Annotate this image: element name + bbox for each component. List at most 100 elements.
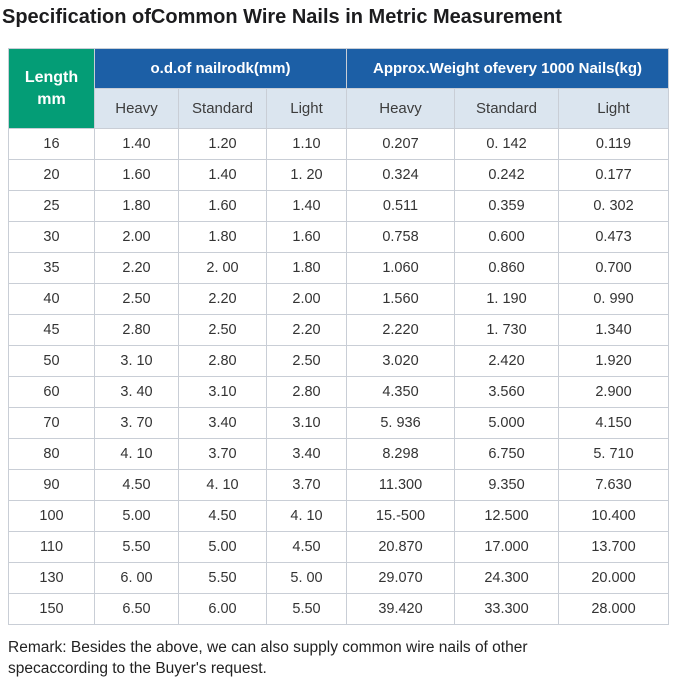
- length-cell: 130: [8, 562, 95, 594]
- value-cell: 1.40: [94, 128, 179, 160]
- value-cell: 2.20: [94, 252, 179, 284]
- value-cell: 2. 00: [178, 252, 267, 284]
- length-cell: 60: [8, 376, 95, 408]
- value-cell: 1.560: [346, 283, 455, 315]
- value-cell: 13.700: [557, 531, 670, 563]
- value-cell: 1.80: [266, 252, 347, 284]
- value-cell: 3. 10: [94, 345, 179, 377]
- value-cell: 3.10: [178, 376, 267, 408]
- value-cell: 2.50: [178, 314, 267, 346]
- value-cell: 2.80: [94, 314, 179, 346]
- value-cell: 0.359: [454, 190, 559, 222]
- value-cell: 0. 142: [454, 128, 559, 160]
- value-cell: 0. 990: [557, 283, 670, 315]
- value-cell: 0.600: [454, 221, 559, 253]
- length-cell: 70: [8, 407, 95, 439]
- value-cell: 3. 70: [94, 407, 179, 439]
- value-cell: 4. 10: [94, 438, 179, 470]
- value-cell: 1. 730: [454, 314, 559, 346]
- value-cell: 6.50: [94, 593, 179, 625]
- value-cell: 5.00: [178, 531, 267, 563]
- value-cell: 33.300: [454, 593, 559, 625]
- subheader-weight-light: Light: [557, 88, 670, 129]
- value-cell: 1.80: [94, 190, 179, 222]
- value-cell: 1.60: [178, 190, 267, 222]
- value-cell: 2.900: [557, 376, 670, 408]
- table-row: 70 3. 70 3.40 3.10 5. 936 5.000 4.150: [8, 407, 670, 439]
- value-cell: 5.50: [94, 531, 179, 563]
- value-cell: 0. 302: [557, 190, 670, 222]
- value-cell: 0.119: [557, 128, 670, 160]
- value-cell: 24.300: [454, 562, 559, 594]
- subheader-row: Heavy Standard Light Heavy Standard Ligh…: [9, 88, 670, 129]
- table-row: 110 5.50 5.00 4.50 20.870 17.000 13.700: [8, 531, 670, 563]
- value-cell: 5.000: [454, 407, 559, 439]
- value-cell: 4.50: [178, 500, 267, 532]
- value-cell: 1.60: [94, 159, 179, 191]
- value-cell: 6. 00: [94, 562, 179, 594]
- value-cell: 1.60: [266, 221, 347, 253]
- value-cell: 11.300: [346, 469, 455, 501]
- length-cell: 20: [8, 159, 95, 191]
- value-cell: 8.298: [346, 438, 455, 470]
- value-cell: 0.207: [346, 128, 455, 160]
- value-cell: 1.340: [557, 314, 670, 346]
- table-row: 20 1.60 1.40 1. 20 0.324 0.242 0.177: [8, 159, 670, 191]
- value-cell: 9.350: [454, 469, 559, 501]
- value-cell: 4.50: [266, 531, 347, 563]
- page-title: Specification ofCommon Wire Nails in Met…: [2, 6, 562, 28]
- value-cell: 20.000: [557, 562, 670, 594]
- table-row: 80 4. 10 3.70 3.40 8.298 6.750 5. 710: [8, 438, 670, 470]
- value-cell: 0.177: [557, 159, 670, 191]
- value-cell: 2.420: [454, 345, 559, 377]
- value-cell: 3.70: [266, 469, 347, 501]
- value-cell: 29.070: [346, 562, 455, 594]
- value-cell: 0.511: [346, 190, 455, 222]
- value-cell: 7.630: [557, 469, 670, 501]
- value-cell: 0.700: [557, 252, 670, 284]
- value-cell: 3. 40: [94, 376, 179, 408]
- value-cell: 4.50: [94, 469, 179, 501]
- value-cell: 0.324: [346, 159, 455, 191]
- value-cell: 3.560: [454, 376, 559, 408]
- table-row: 16 1.40 1.20 1.10 0.207 0. 142 0.119: [8, 128, 670, 160]
- length-cell: 110: [8, 531, 95, 563]
- value-cell: 3.40: [178, 407, 267, 439]
- value-cell: 2.50: [94, 283, 179, 315]
- value-cell: 39.420: [346, 593, 455, 625]
- length-cell: 25: [8, 190, 95, 222]
- length-cell: 50: [8, 345, 95, 377]
- length-cell: 80: [8, 438, 95, 470]
- table-row: 150 6.50 6.00 5.50 39.420 33.300 28.000: [8, 593, 670, 625]
- value-cell: 17.000: [454, 531, 559, 563]
- value-cell: 1.80: [178, 221, 267, 253]
- table-body: 16 1.40 1.20 1.10 0.207 0. 142 0.119 20 1.60 1.40…: [8, 128, 670, 625]
- value-cell: 1.20: [178, 128, 267, 160]
- value-cell: 5.50: [266, 593, 347, 625]
- length-cell: 150: [8, 593, 95, 625]
- value-cell: 1.40: [266, 190, 347, 222]
- value-cell: 6.00: [178, 593, 267, 625]
- value-cell: 20.870: [346, 531, 455, 563]
- table-row: 130 6. 00 5.50 5. 00 29.070 24.300 20.000: [8, 562, 670, 594]
- subheader-od-heavy: Heavy: [94, 88, 179, 129]
- length-cell: 90: [8, 469, 95, 501]
- value-cell: 0.758: [346, 221, 455, 253]
- value-cell: 3.10: [266, 407, 347, 439]
- value-cell: 1.40: [178, 159, 267, 191]
- value-cell: 5.00: [94, 500, 179, 532]
- value-cell: 15.-500: [346, 500, 455, 532]
- value-cell: 4. 10: [266, 500, 347, 532]
- value-cell: 4. 10: [178, 469, 267, 501]
- remark-text: Remark: Besides the above, we can also s…: [8, 639, 528, 677]
- value-cell: 2.20: [266, 314, 347, 346]
- value-cell: 10.400: [557, 500, 670, 532]
- value-cell: 2.80: [266, 376, 347, 408]
- table-row: 40 2.50 2.20 2.00 1.560 1. 190 0. 990: [8, 283, 670, 315]
- value-cell: 0.473: [557, 221, 670, 253]
- table-header: Length mm o.d.of nailrodk(mm) Approx.Wei…: [8, 48, 670, 129]
- value-cell: 28.000: [557, 593, 670, 625]
- value-cell: 2.50: [266, 345, 347, 377]
- value-cell: 4.150: [557, 407, 670, 439]
- table-row: 50 3. 10 2.80 2.50 3.020 2.420 1.920: [8, 345, 670, 377]
